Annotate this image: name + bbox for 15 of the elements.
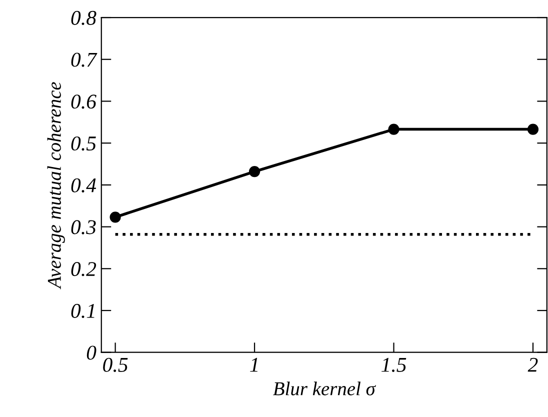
y-tick-label: 0.4 [71,178,96,192]
y-axis-title: Average mutual coherence [47,82,65,290]
y-tick-label: 0.1 [71,304,94,318]
x-tick-label: 0.5 [103,358,128,372]
y-tick-label: 0.8 [71,10,96,26]
y-tick-label: 0.3 [71,220,96,234]
x-tick-label: 1 [250,358,258,372]
x-axis-title: Blur kernel σ [273,382,376,396]
y-tick-label: 0.2 [71,262,96,276]
x-tick-label: 1.5 [381,358,406,372]
y-tick-label: 0.5 [71,136,96,151]
y-tick-label: 0.7 [71,52,98,67]
y-tick-label: 0.6 [71,94,96,109]
y-tick-label: 0 [86,346,96,360]
x-tick-label: 2 [528,358,538,372]
